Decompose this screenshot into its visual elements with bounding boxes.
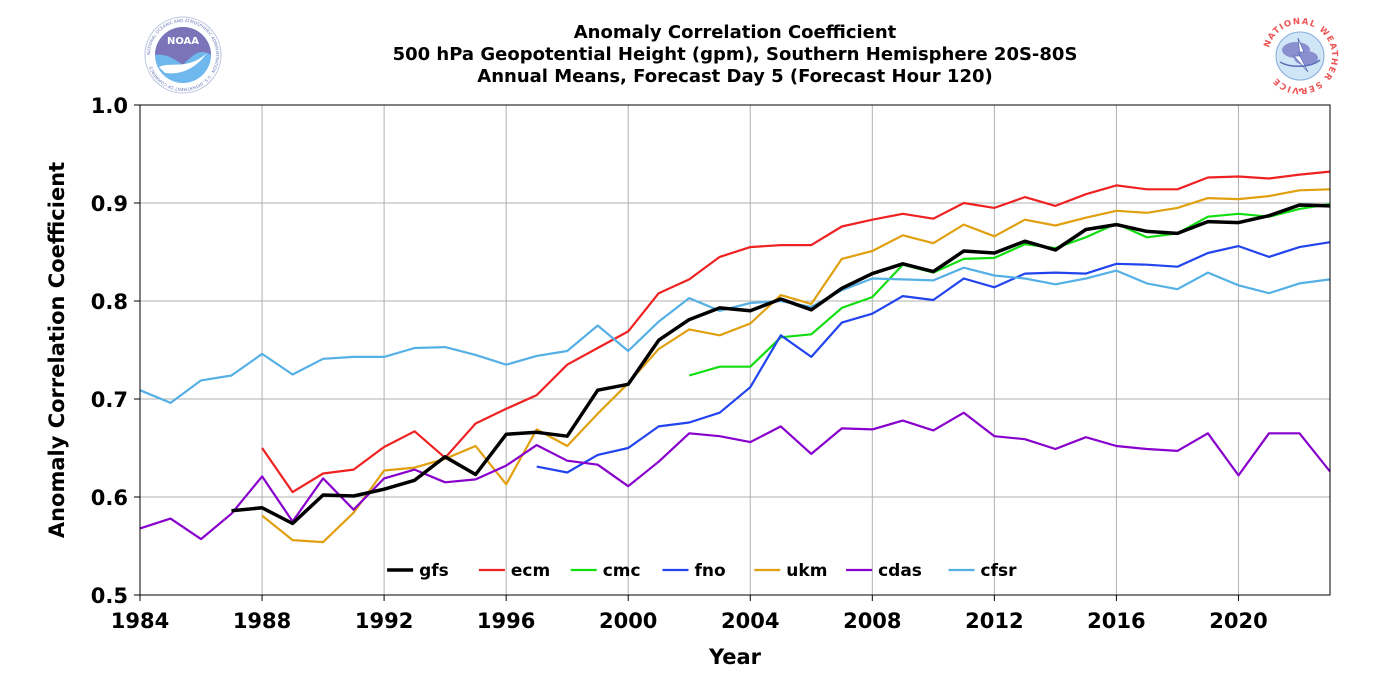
y-tick-label: 0.6: [91, 486, 128, 510]
series-line-ecm: [261, 170, 1331, 494]
y-tick-label: 1.0: [91, 94, 128, 118]
x-tick-label: 2000: [599, 609, 657, 633]
chart-title: Anomaly Correlation Coefficient 500 hPa …: [0, 22, 1400, 88]
series-lines: [139, 170, 1331, 544]
legend-label: ecm: [511, 561, 550, 581]
y-tick-label: 0.8: [91, 290, 128, 314]
y-tick-label: 0.9: [91, 192, 128, 216]
x-tick-label: 1984: [111, 609, 169, 633]
y-tick-label: 0.5: [91, 584, 128, 608]
x-tick-label: 2012: [965, 609, 1023, 633]
series-line-cfsr: [139, 266, 1331, 404]
legend-label: cdas: [878, 561, 922, 581]
x-tick-label: 1988: [233, 609, 291, 633]
legend-label: ukm: [786, 561, 827, 581]
chart-title-line-3: Annual Means, Forecast Day 5 (Forecast H…: [477, 66, 993, 87]
legend-item-cdas: cdas: [846, 561, 922, 581]
legend-item-cfsr: cfsr: [948, 561, 1018, 581]
noaa-logo-text: NOAA: [167, 36, 199, 47]
legend-item-fno: fno: [662, 561, 726, 581]
legend-label: cfsr: [981, 561, 1018, 581]
x-axis-label: Year: [708, 645, 762, 669]
x-tick-label: 2008: [843, 609, 901, 633]
y-tick-label: 0.7: [91, 388, 128, 412]
series-line-gfs: [231, 203, 1331, 526]
grid: [139, 104, 1330, 596]
legend-item-gfs: gfs: [387, 561, 449, 581]
series-line-cmc: [688, 202, 1331, 377]
legend-item-ecm: ecm: [478, 561, 550, 581]
legend-label: cmc: [603, 561, 641, 581]
y-axis-label: Anomaly Correlation Coefficient: [45, 162, 69, 538]
legend: gfs ecm cmc fno ukm cdas cfsr: [387, 561, 1017, 581]
x-tick-label: 2004: [721, 609, 779, 633]
nws-logo: NATIONAL WEATHER SERVICE ★: [1262, 17, 1338, 95]
x-tick-label: 2020: [1209, 609, 1267, 633]
series-line-ukm: [261, 188, 1331, 544]
star-icon: ★: [1297, 87, 1302, 94]
x-tick-label: 1992: [355, 609, 413, 633]
legend-item-ukm: ukm: [754, 561, 827, 581]
chart-title-line-1: Anomaly Correlation Coefficient: [573, 22, 897, 43]
legend-item-cmc: cmc: [570, 561, 641, 581]
ticks: 1984 1988 1992 1996 2000 2004 2008 2012 2016 2020…: [91, 94, 1268, 633]
legend-label: fno: [695, 561, 726, 581]
x-tick-label: 1996: [477, 609, 535, 633]
series-line-fno: [536, 241, 1331, 474]
legend-label: gfs: [419, 561, 449, 581]
chart-title-line-2: 500 hPa Geopotential Height (gpm), South…: [392, 44, 1078, 65]
plot-frame: [139, 104, 1331, 596]
x-tick-label: 2016: [1087, 609, 1145, 633]
noaa-logo: NATIONAL OCEANIC AND ATMOSPHERIC ADMINIS…: [144, 16, 222, 94]
